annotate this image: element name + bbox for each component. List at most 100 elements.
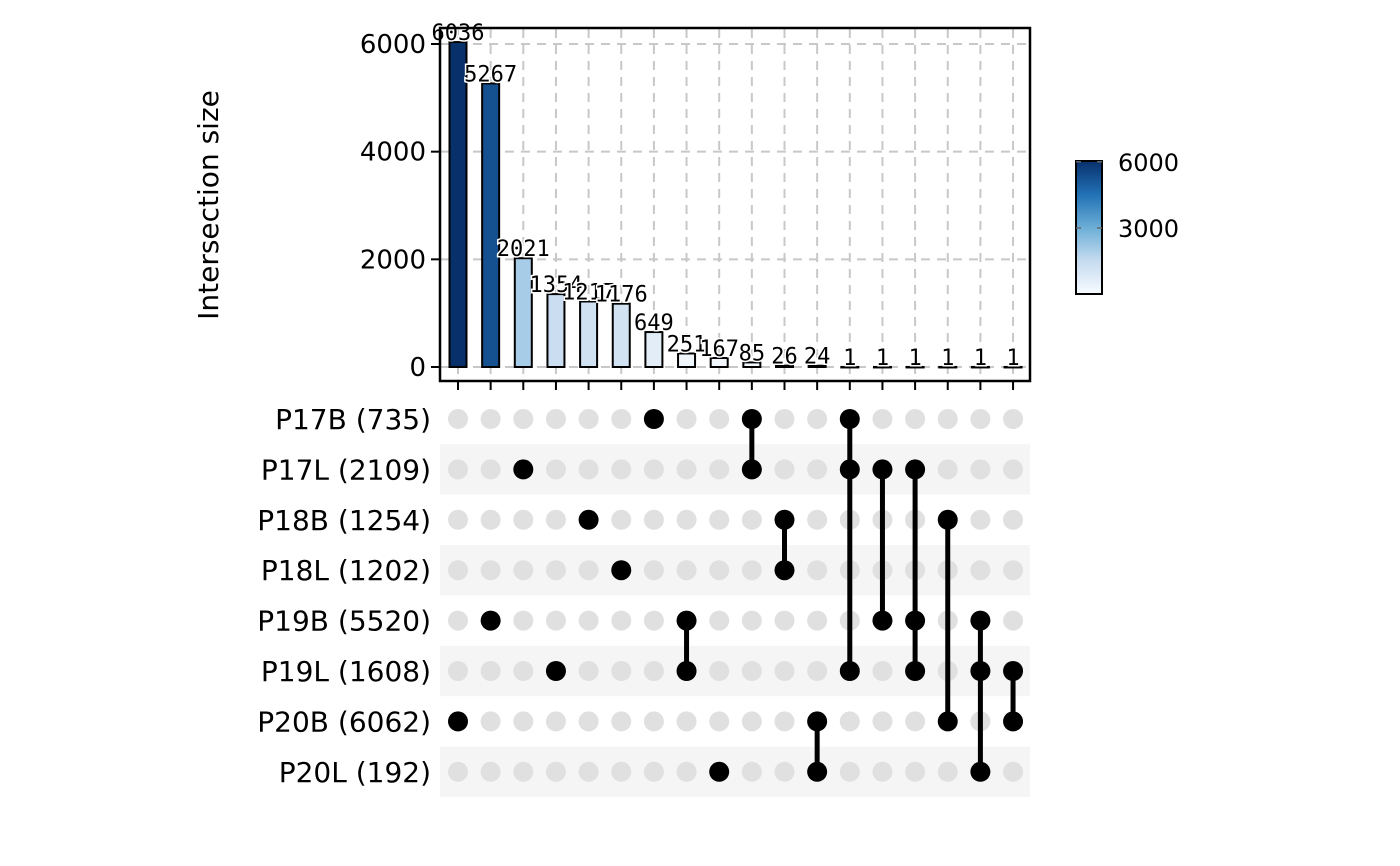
matrix-dot-active — [937, 711, 958, 732]
matrix-dot-inactive — [872, 409, 893, 429]
matrix-dot-inactive — [905, 761, 926, 782]
matrix-background — [440, 444, 1030, 797]
y-axis: 0 2000 4000 6000 — [360, 30, 1015, 390]
color-legend: 3000 6000 — [1075, 149, 1179, 295]
matrix-dot-inactive — [1003, 610, 1024, 631]
matrix-dot-active — [578, 509, 599, 530]
matrix-dot-active — [709, 761, 730, 782]
bar — [840, 365, 860, 369]
matrix-dot-inactive — [676, 560, 697, 581]
matrix-dot-inactive — [513, 761, 534, 782]
matrix-dot-inactive — [807, 661, 828, 681]
matrix-dot-inactive — [545, 610, 566, 631]
bar-value-label: 1 — [876, 346, 889, 371]
set-label: P19B (5520) — [257, 605, 431, 638]
matrix-dot-inactive — [513, 610, 534, 631]
matrix-dot-active — [1003, 661, 1024, 681]
matrix-dot-active — [872, 610, 893, 631]
bar-value-label: 167 — [699, 337, 739, 362]
matrix-dot-inactive — [611, 711, 632, 732]
matrix-dot-inactive — [611, 761, 632, 782]
matrix-dot-inactive — [741, 610, 762, 631]
matrix-dot-inactive — [480, 459, 501, 480]
matrix-dot-inactive — [643, 459, 664, 480]
bar — [970, 365, 990, 369]
bar — [709, 357, 729, 368]
bar — [1003, 365, 1023, 369]
matrix-dot-inactive — [643, 610, 664, 631]
matrix-dot-inactive — [709, 610, 730, 631]
matrix-dot-inactive — [611, 610, 632, 631]
matrix-dot-inactive — [709, 560, 730, 581]
matrix-dot-inactive — [807, 459, 828, 480]
matrix-dot-inactive — [545, 409, 566, 429]
matrix-dot-active — [448, 711, 468, 732]
matrix-dot-active — [774, 509, 795, 530]
set-label: P20B (6062) — [257, 705, 431, 738]
matrix-dot-inactive — [937, 409, 958, 429]
matrix-dot-inactive — [970, 409, 991, 429]
matrix-dot-inactive — [480, 560, 501, 581]
matrix-dot-inactive — [905, 409, 926, 429]
matrix-dot-inactive — [774, 711, 795, 732]
bar — [905, 365, 925, 369]
matrix-dot-inactive — [545, 761, 566, 782]
legend-tick-label: 6000 — [1118, 149, 1179, 177]
plot-frame — [438, 26, 1032, 383]
matrix-dot-inactive — [872, 711, 893, 732]
matrix-dot-inactive — [676, 761, 697, 782]
bar-value-label: 251 — [667, 332, 707, 357]
bar — [677, 352, 697, 368]
matrix-dot-active — [676, 661, 697, 681]
matrix-dot-active — [1003, 711, 1024, 732]
matrix-dot-active — [643, 409, 664, 429]
matrix-dot-inactive — [611, 459, 632, 480]
matrix-dot-inactive — [676, 409, 697, 429]
matrix-row-stripe — [440, 645, 1030, 697]
matrix-dot-inactive — [709, 409, 730, 429]
matrix-dot-inactive — [513, 509, 534, 530]
matrix-dot-inactive — [643, 711, 664, 732]
matrix-dot-inactive — [807, 409, 828, 429]
matrix-dot-inactive — [807, 509, 828, 530]
matrix-dot-inactive — [709, 459, 730, 480]
matrix-dot-inactive — [643, 560, 664, 581]
matrix-dot-active — [545, 661, 566, 681]
matrix-dot-active — [774, 560, 795, 581]
bar — [579, 300, 599, 368]
y-tick-label: 4000 — [360, 138, 426, 168]
matrix-dot-active — [676, 610, 697, 631]
matrix-dot-inactive — [578, 409, 599, 429]
matrix-dot-inactive — [807, 610, 828, 631]
bar-value-label: 2021 — [497, 237, 550, 262]
matrix-dot-inactive — [709, 661, 730, 681]
matrix-dot-inactive — [709, 711, 730, 732]
matrix-dot-inactive — [448, 509, 468, 530]
matrix-dot-inactive — [643, 661, 664, 681]
matrix-dot-inactive — [1003, 560, 1024, 581]
matrix-dot-inactive — [578, 560, 599, 581]
matrix-dot-inactive — [643, 509, 664, 530]
bar-value-label: 649 — [634, 311, 674, 336]
matrix-dot-active — [480, 610, 501, 631]
matrix-dot-inactive — [545, 711, 566, 732]
matrix-dot-inactive — [774, 661, 795, 681]
matrix-dot-inactive — [545, 509, 566, 530]
matrix-dot-active — [839, 459, 860, 480]
matrix-dot-inactive — [1003, 409, 1024, 429]
bar — [611, 302, 631, 368]
bar — [513, 257, 533, 368]
matrix-dot-active — [905, 459, 926, 480]
set-label: P18B (1254) — [257, 504, 431, 537]
bar-value-label: 5267 — [464, 62, 517, 87]
set-labels: P17B (735) P17L (2109) P18B (1254) P18L (12… — [257, 403, 431, 789]
matrix-dot-inactive — [480, 761, 501, 782]
matrix-row-stripe — [440, 746, 1030, 797]
matrix-dot-inactive — [937, 761, 958, 782]
matrix — [448, 409, 1024, 782]
matrix-dot-inactive — [513, 711, 534, 732]
bar-value-label: 1217 — [562, 280, 615, 305]
set-label: P17B (735) — [275, 403, 431, 436]
bars — [448, 41, 1023, 369]
matrix-dot-inactive — [480, 711, 501, 732]
